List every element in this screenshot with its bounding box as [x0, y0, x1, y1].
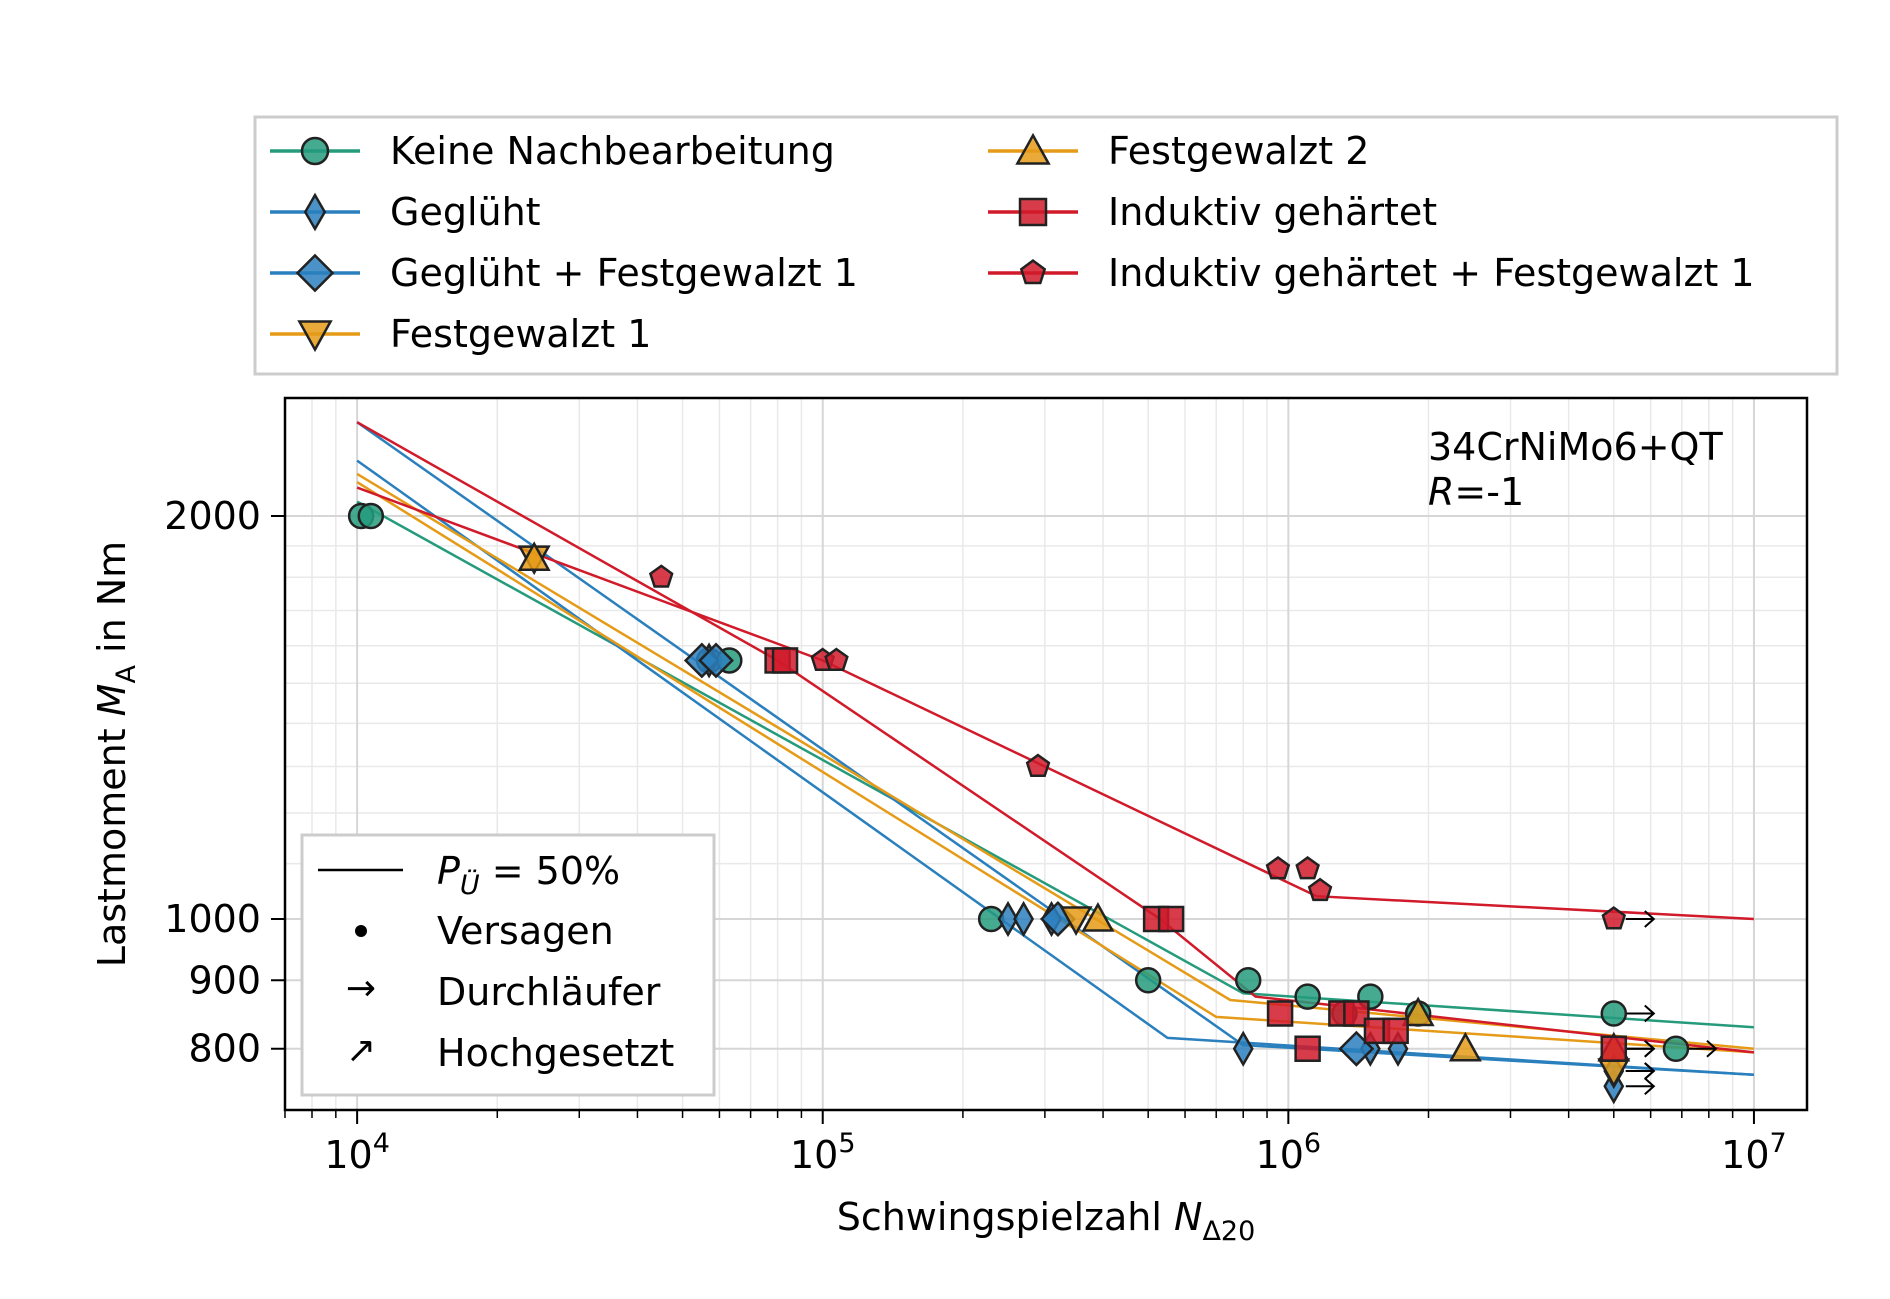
legend-entry-marker [300, 136, 330, 166]
runout-arrow-head [1706, 1039, 1718, 1058]
data-point-series-4 [517, 541, 551, 571]
data-point-series-5 [1266, 1000, 1294, 1027]
runout-arrow-head [1644, 1004, 1656, 1023]
material-annotation: 34CrNiMo6+QT [1428, 425, 1723, 469]
data-point-series-0 [1294, 983, 1321, 1010]
legend-entry-label: Geglüht + Festgewalzt 1 [390, 251, 858, 295]
data-point-series-5 [1382, 1017, 1409, 1045]
data-point-series-5 [1294, 1035, 1321, 1062]
data-point-series-0 [1662, 1035, 1690, 1062]
legend-failure-dot [355, 925, 367, 937]
y-tick-label: 800 [188, 1027, 261, 1071]
legend-entry-marker [1019, 259, 1047, 285]
data-point-series-1 [1013, 900, 1035, 938]
fit-line-series-6 [356, 486, 1754, 921]
data-point-series-6 [1601, 906, 1627, 930]
legend-symbols: PÜ = 50% Versagen → Durchläufer ↗ Hochge… [300, 833, 716, 1097]
data-point-series-0 [1600, 1000, 1628, 1027]
legend-entry-marker [297, 320, 333, 353]
legend-runout-symbol: → [346, 968, 376, 1009]
data-point-series-5 [771, 647, 799, 674]
x-axis: 104 105 106 107 [284, 1110, 1787, 1177]
runout-arrow-head [1644, 1039, 1656, 1058]
legend-entry-label: Festgewalzt 2 [1108, 129, 1369, 173]
data-point-series-6 [824, 647, 849, 671]
legend-entry-label: Induktiv gehärtet + Festgewalzt 1 [1108, 251, 1755, 295]
legend-line-label: PÜ = 50% [437, 849, 620, 901]
data-point-series-4 [1448, 1031, 1482, 1062]
runout-arrow-head [1644, 1077, 1656, 1096]
data-point-series-2 [698, 642, 735, 679]
legend-entry-label: Keine Nachbearbeitung [390, 129, 835, 173]
legend-raised-symbol: ↗ [346, 1030, 376, 1071]
legend-entry-label: Festgewalzt 1 [390, 312, 651, 356]
legend-main: Keine Nachbearbeitung Geglüht Geglüht + Fe… [253, 115, 1839, 376]
y-tick-label: 1000 [164, 897, 261, 941]
x-tick-label: 105 [790, 1128, 856, 1177]
ratio-annotation: R=-1 [1428, 470, 1524, 514]
data-point-series-3 [1059, 906, 1093, 936]
data-point-series-0 [1134, 967, 1162, 994]
legend-entry-marker [295, 253, 335, 293]
y-axis: 800 900 1000 2000 [164, 494, 285, 1071]
fit-line-series-3 [356, 481, 1754, 1054]
data-point-series-5 [1157, 905, 1185, 933]
data-point-series-6 [648, 564, 674, 588]
data-point-series-3 [1597, 1058, 1631, 1088]
x-tick-label: 107 [1721, 1128, 1787, 1177]
data-point-series-6 [1307, 877, 1333, 902]
legend-entry-label: Geglüht [390, 190, 541, 234]
y-axis-label: Lastmoment MA in Nm [90, 541, 142, 967]
data-point-series-1 [1232, 1030, 1254, 1067]
legend-raised-label: Hochgesetzt [437, 1031, 674, 1075]
legend-entry-marker [303, 192, 327, 232]
data-point-series-0 [357, 502, 385, 530]
runout-arrow-head [1644, 910, 1656, 928]
data-point-series-1 [997, 900, 1019, 938]
x-tick-label: 106 [1256, 1128, 1322, 1177]
data-point-series-6 [1265, 855, 1291, 880]
legend-runout-label: Durchläufer [437, 970, 661, 1014]
y-tick-label: 900 [188, 958, 261, 1002]
data-point-series-5 [1600, 1035, 1628, 1062]
plot-frame [283, 396, 1809, 1112]
legend-symbols-box [300, 833, 716, 1097]
data-point-series-4 [1081, 902, 1115, 932]
legend-failure-label: Versagen [437, 909, 614, 953]
x-tick-label: 104 [324, 1128, 390, 1177]
runout-arrow-head [1644, 1062, 1656, 1080]
data-point-series-6 [1025, 753, 1051, 777]
data-markers [347, 502, 1718, 1105]
legend-entry-marker [1015, 132, 1051, 165]
data-point-series-6 [1295, 855, 1320, 880]
legend-entry-marker [1018, 197, 1048, 227]
data-point-series-0 [1234, 967, 1262, 994]
legend-entry-label: Induktiv gehärtet [1108, 190, 1437, 234]
data-point-series-4 [1401, 996, 1435, 1027]
y-tick-label: 2000 [164, 494, 261, 538]
x-axis-label: Schwingspielzahl NΔ20 [837, 1195, 1256, 1247]
